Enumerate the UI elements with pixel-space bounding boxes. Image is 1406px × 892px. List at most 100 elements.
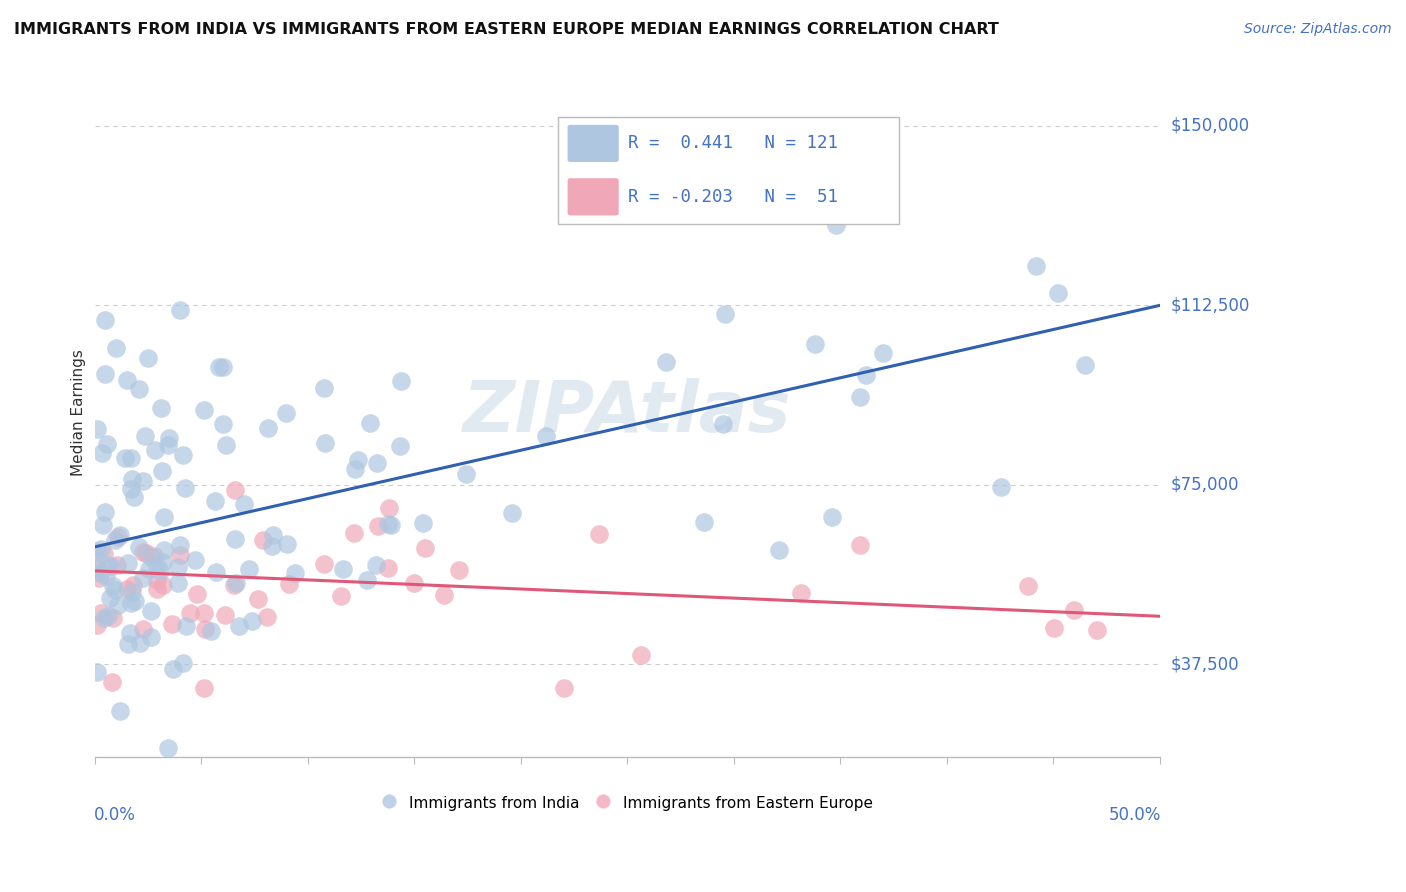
Point xyxy=(174,481,197,495)
Point xyxy=(402,575,425,590)
Point xyxy=(121,472,143,486)
Point xyxy=(136,351,159,366)
Point xyxy=(312,557,335,571)
Point xyxy=(157,740,180,755)
Legend: Immigrants from India, Immigrants from Eastern Europe: Immigrants from India, Immigrants from E… xyxy=(375,788,879,819)
Point xyxy=(150,464,173,478)
Point xyxy=(101,610,124,624)
Point xyxy=(224,532,246,546)
Text: $75,000: $75,000 xyxy=(1171,475,1240,493)
Point xyxy=(193,606,215,620)
Point xyxy=(86,560,108,574)
Point xyxy=(117,637,139,651)
Point xyxy=(89,566,111,580)
Text: $112,500: $112,500 xyxy=(1171,296,1250,314)
Point xyxy=(146,573,169,587)
Point xyxy=(655,354,678,368)
Point xyxy=(87,570,110,584)
Point xyxy=(150,401,173,415)
Point xyxy=(262,528,284,542)
Point xyxy=(114,450,136,465)
FancyBboxPatch shape xyxy=(558,117,898,224)
Point xyxy=(120,483,142,497)
Point xyxy=(359,417,381,431)
Point xyxy=(389,374,412,388)
Point xyxy=(115,582,138,597)
Point xyxy=(693,515,716,529)
Point xyxy=(143,443,166,458)
Point xyxy=(855,368,877,382)
FancyBboxPatch shape xyxy=(568,178,619,216)
Point xyxy=(105,558,128,572)
Text: ZIPAtlas: ZIPAtlas xyxy=(463,378,792,448)
Point xyxy=(97,558,120,573)
Point xyxy=(132,474,155,488)
Point xyxy=(215,438,238,452)
Point xyxy=(128,382,150,396)
Point xyxy=(256,610,278,624)
Point xyxy=(132,622,155,636)
Point xyxy=(284,566,307,580)
Point xyxy=(872,346,894,360)
Point xyxy=(347,453,370,467)
Point xyxy=(356,573,378,587)
Point xyxy=(252,533,274,547)
Point xyxy=(366,558,388,573)
Point xyxy=(160,616,183,631)
Point xyxy=(200,624,222,639)
Point xyxy=(156,438,179,452)
Point xyxy=(153,510,176,524)
Point xyxy=(132,545,155,559)
Point xyxy=(157,431,180,445)
Point xyxy=(172,657,194,671)
Point xyxy=(134,429,156,443)
Point xyxy=(553,681,575,696)
Point xyxy=(204,494,226,508)
Point xyxy=(278,577,301,591)
Point xyxy=(169,303,191,318)
Point xyxy=(98,591,121,606)
Point xyxy=(90,542,112,557)
Point xyxy=(108,705,131,719)
Point xyxy=(714,307,737,321)
Point xyxy=(149,564,172,578)
Point xyxy=(86,422,108,436)
Point xyxy=(162,662,184,676)
Point xyxy=(104,341,127,355)
Text: IMMIGRANTS FROM INDIA VS IMMIGRANTS FROM EASTERN EUROPE MEDIAN EARNINGS CORRELAT: IMMIGRANTS FROM INDIA VS IMMIGRANTS FROM… xyxy=(14,22,998,37)
Point xyxy=(433,589,456,603)
Point xyxy=(205,565,228,579)
Point xyxy=(86,618,108,632)
Point xyxy=(132,571,155,585)
Point xyxy=(225,575,247,590)
Point xyxy=(121,585,143,599)
Point xyxy=(110,528,132,542)
Point xyxy=(456,467,478,481)
Point xyxy=(93,312,115,326)
Point xyxy=(152,555,174,569)
Point xyxy=(711,417,734,431)
Point xyxy=(367,519,389,533)
Point xyxy=(135,546,157,560)
Point xyxy=(246,592,269,607)
Point xyxy=(262,539,284,553)
Point xyxy=(120,626,142,640)
Point xyxy=(141,604,163,618)
Point xyxy=(238,562,260,576)
Point xyxy=(86,544,108,558)
Text: Source: ZipAtlas.com: Source: ZipAtlas.com xyxy=(1244,22,1392,37)
Point xyxy=(314,436,336,450)
Point xyxy=(208,359,231,374)
Y-axis label: Median Earnings: Median Earnings xyxy=(72,350,86,476)
Point xyxy=(193,403,215,417)
Point xyxy=(91,518,114,533)
Point xyxy=(1025,259,1047,273)
Point xyxy=(184,553,207,567)
Point xyxy=(167,576,190,591)
Point xyxy=(124,490,146,504)
Point xyxy=(344,461,367,475)
Point xyxy=(167,560,190,574)
Point xyxy=(366,456,388,470)
Point xyxy=(94,367,117,381)
Point xyxy=(97,608,120,623)
